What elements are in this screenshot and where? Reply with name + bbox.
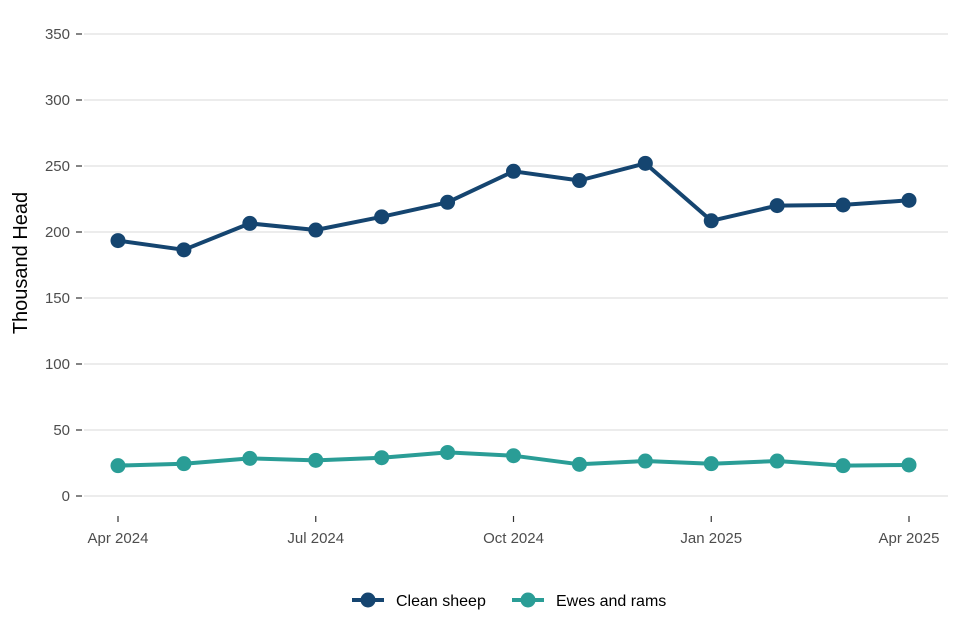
legend-label: Ewes and rams (556, 593, 666, 610)
data-point (637, 155, 653, 171)
data-point (176, 242, 192, 258)
y-tick-label: 200 (45, 224, 70, 241)
data-point (703, 456, 719, 472)
data-point (242, 450, 258, 466)
legend-item: Clean sheep (352, 592, 486, 610)
legend-label: Clean sheep (396, 593, 486, 610)
data-point (308, 222, 324, 238)
data-point (440, 444, 456, 460)
y-axis: 0 50 100 150 200 250 300 350 (45, 26, 82, 505)
data-point (769, 198, 785, 214)
data-point (110, 233, 126, 249)
x-tick-label: Apr 2025 (879, 530, 940, 547)
data-point (901, 192, 917, 208)
data-point (506, 163, 521, 179)
gridlines (84, 33, 948, 497)
data-point (506, 448, 521, 464)
legend: Clean sheep Ewes and rams (352, 592, 666, 610)
y-tick-label: 150 (45, 290, 70, 307)
series-ewes-and-rams (110, 444, 917, 474)
data-point (835, 197, 851, 213)
data-point (769, 453, 785, 469)
y-tick-label: 300 (45, 92, 70, 109)
series-layer (110, 155, 917, 474)
legend-key-point (360, 592, 376, 608)
series-clean-sheep (110, 155, 917, 258)
data-point (835, 458, 851, 474)
data-point (571, 456, 587, 472)
data-point (242, 215, 258, 231)
data-point (308, 452, 324, 468)
y-tick-label: 50 (53, 422, 70, 439)
y-tick-label: 100 (45, 356, 70, 373)
data-point (176, 456, 192, 472)
data-point (440, 194, 456, 210)
data-point (110, 458, 126, 474)
data-point (374, 450, 390, 466)
x-tick-label: Oct 2024 (483, 530, 544, 547)
y-tick-label: 0 (62, 488, 70, 505)
x-tick-label: Jul 2024 (287, 530, 344, 547)
y-tick-label: 350 (45, 26, 70, 43)
x-tick-label: Jan 2025 (680, 530, 742, 547)
data-point (571, 173, 587, 189)
legend-item: Ewes and rams (512, 592, 666, 610)
data-point (703, 213, 719, 229)
y-axis-title: Thousand Head (10, 192, 32, 334)
y-tick-label: 250 (45, 158, 70, 175)
x-axis: Apr 2024 Jul 2024 Oct 2024 Jan 2025 Apr 2025 (88, 516, 940, 547)
legend-key-point (520, 592, 536, 608)
data-point (374, 209, 390, 225)
data-point (901, 457, 917, 473)
x-tick-label: Apr 2024 (88, 530, 149, 547)
data-point (637, 453, 653, 469)
